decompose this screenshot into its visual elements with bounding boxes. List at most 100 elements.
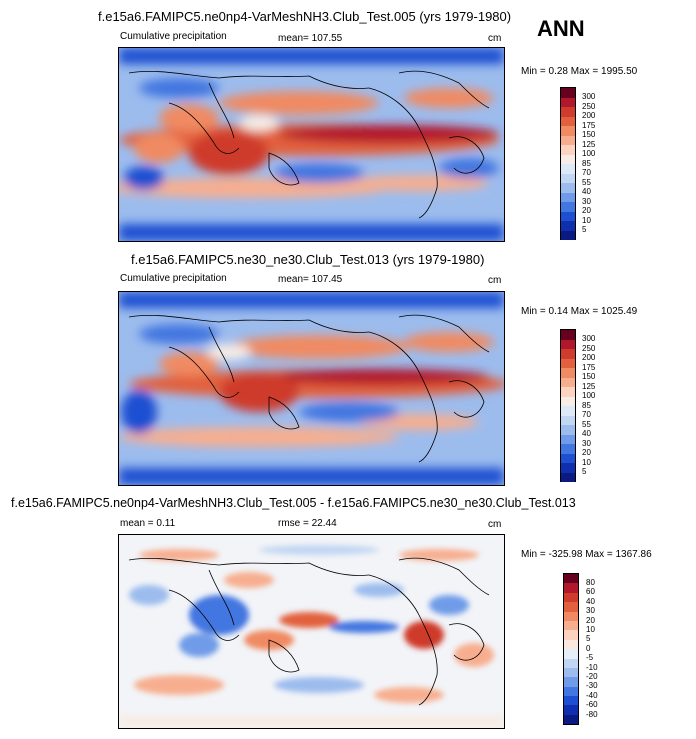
panel-3-colorbar-swatch [564,602,578,612]
panel-2-colorbar-swatch [561,377,575,387]
panel-3-colorbar-label: 0 [586,643,591,653]
panel-2-variable: Cumulative precipitation [120,273,227,284]
panel-3-colorbar-swatch [564,639,578,650]
panel-2-colorbar-label: 175 [582,362,596,372]
panel-3-colorbar-swatch [564,574,578,584]
panel-2-colorbar-swatch [561,330,575,340]
panel-2-mean: mean= 107.45 [278,274,343,285]
panel-2-colorbar-swatch [561,349,575,359]
panel-3-map [118,534,505,729]
panel-1-colorbar-swatch [561,192,575,202]
panel-3-colorbar-label: 30 [586,606,595,616]
panel-1-colorbar-swatch [561,116,575,126]
panel-2-colorbar-swatch [561,396,575,406]
panel-3-minmax: Min = -325.98 Max = 1367.86 [521,549,652,560]
panel-2-colorbar-label: 85 [582,400,591,410]
panel-1-colorbar-label: 175 [582,120,596,130]
panel-3-rmse: rmse = 22.44 [278,518,337,529]
panel-2-colorbar-swatch [561,368,575,378]
panel-2-colorbar-swatch [561,463,575,473]
panel-2-colorbar [560,329,576,482]
panel-1-colorbar-swatch [561,230,575,240]
panel-2-colorbar-swatch [561,453,575,463]
panel-3-title: f.e15a6.FAMIPC5.ne0np4-VarMeshNH3.Club_T… [11,496,576,510]
panel-3-colorbar-swatch [564,705,578,715]
panel-1-unit: cm [488,33,502,44]
panel-3-colorbar-swatch [564,714,578,725]
panel-2-colorbar-swatch [561,406,575,416]
panel-1-colorbar-swatch [561,135,575,145]
panel-3-colorbar-label: -40 [586,690,598,700]
panel-2-unit: cm [488,275,502,286]
panel-2-colorbar-label: 40 [582,429,591,438]
panel-1-map [118,47,505,242]
panel-1-precip-field [119,48,504,241]
panel-3-colorbar [563,573,579,725]
panel-1-colorbar-label: 70 [582,168,591,177]
panel-2-colorbar-swatch [561,444,575,454]
panel-1-colorbar-swatch [561,164,575,174]
panel-1-colorbar-label: 30 [582,196,591,206]
panel-3-colorbar-label: -10 [586,662,598,672]
panel-3-colorbar-swatch [564,686,578,697]
panel-1-colorbar-label: 250 [582,101,596,111]
panel-3-mean: mean = 0.11 [120,518,176,529]
panel-3-colorbar-swatch [564,649,578,659]
panel-3-colorbar-label: 10 [586,625,595,634]
panel-2-colorbar-label: 70 [582,410,591,419]
panel-1-colorbar-swatch [561,145,575,155]
panel-1-variable: Cumulative precipitation [120,31,227,42]
panel-2-colorbar-swatch [561,434,575,444]
panel-1-colorbar-label: 40 [582,187,591,196]
panel-3-colorbar-swatch [564,667,578,678]
panel-2-minmax: Min = 0.14 Max = 1025.49 [521,306,638,317]
panel-1-colorbar-label: 150 [582,130,596,139]
panel-1-colorbar-swatch [561,211,575,221]
panel-1-colorbar-label: 10 [582,215,591,225]
panel-1-colorbar-swatch [561,202,575,212]
season-label: ANN [537,16,585,41]
panel-2-colorbar-label: 55 [582,419,591,429]
panel-3-colorbar-label: -30 [586,681,598,691]
panel-2-colorbar-label: 300 [582,334,596,343]
panel-2-colorbar-swatch [561,472,575,482]
panel-2-colorbar-label: 30 [582,438,591,448]
panel-2-colorbar-label: 20 [582,448,591,457]
panel-1-colorbar-swatch [561,88,575,98]
panel-3-colorbar-swatch [564,611,578,621]
panel-3-colorbar-label: 20 [586,615,595,625]
panel-3-colorbar-swatch [564,583,578,593]
panel-1-colorbar-swatch [561,126,575,136]
panel-3-colorbar-swatch [564,620,578,631]
panel-3-colorbar-swatch [564,658,578,668]
panel-1-colorbar-label: 300 [582,92,596,101]
panel-2-colorbar-label: 10 [582,457,591,467]
panel-2-colorbar-label: 150 [582,372,596,381]
panel-2-colorbar-swatch [561,415,575,425]
panel-1-colorbar-swatch [561,154,575,164]
panel-3-colorbar-label: 40 [586,596,595,606]
panel-1-colorbar-label: 125 [582,139,596,149]
panel-1-mean: mean= 107.55 [278,33,343,44]
panel-1-colorbar-label: 5 [582,225,587,234]
panel-1-colorbar-label: 200 [582,111,596,120]
panel-2-colorbar-label: 5 [582,467,587,476]
panel-1-colorbar-label: 85 [582,158,591,168]
panel-2-colorbar-swatch [561,387,575,397]
panel-2-colorbar-swatch [561,425,575,435]
panel-1-colorbar-swatch [561,107,575,117]
panel-1-colorbar-swatch [561,221,575,231]
panel-3-colorbar-label: 5 [586,634,591,644]
panel-1-colorbar-label: 100 [582,149,596,158]
panel-2-colorbar-label: 250 [582,343,596,353]
panel-1-colorbar-swatch [561,183,575,193]
panel-3-colorbar-swatch [564,592,578,603]
panel-1-colorbar-label: 20 [582,206,591,215]
panel-3-difference-field [119,535,504,728]
panel-3-colorbar-label: -5 [586,653,594,663]
panel-3-colorbar-swatch [564,630,578,640]
panel-2-colorbar-swatch [561,339,575,349]
panel-1-minmax: Min = 0.28 Max = 1995.50 [521,66,638,77]
panel-1-colorbar-swatch [561,97,575,107]
panel-3-colorbar-swatch [564,677,578,687]
